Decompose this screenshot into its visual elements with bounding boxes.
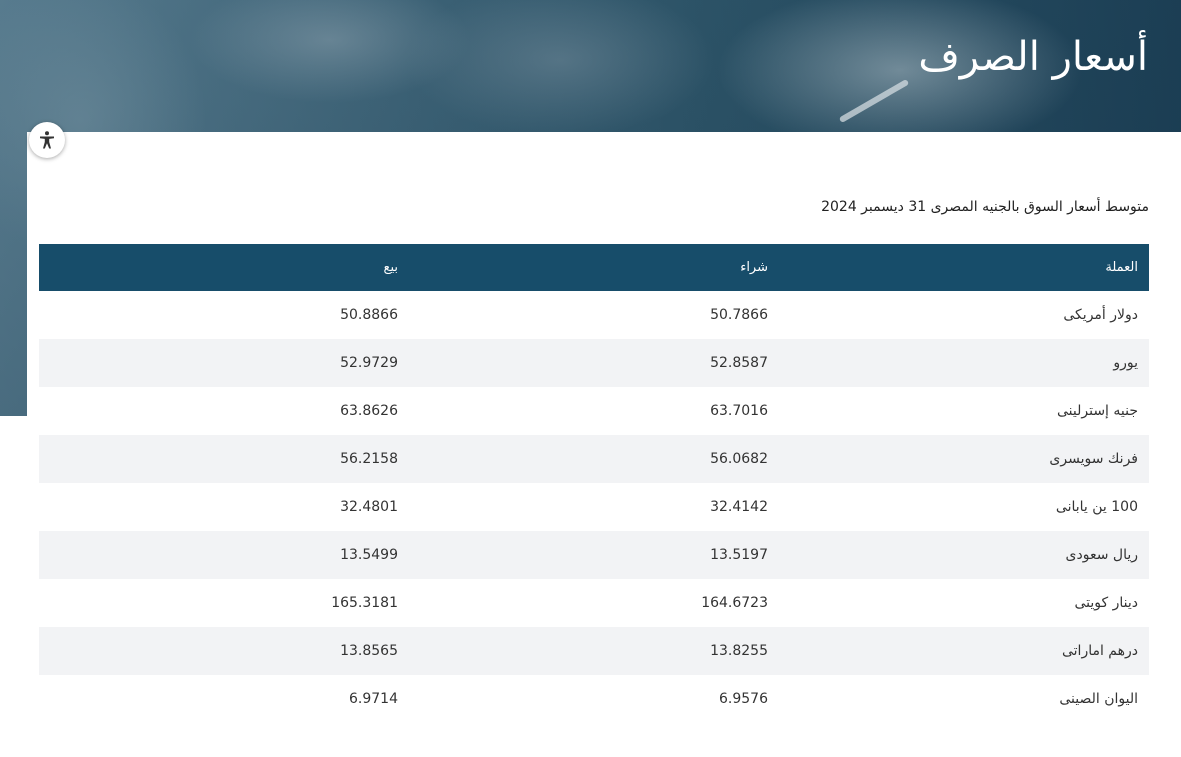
buy-rate: 56.0682 (409, 435, 779, 483)
exchange-rates-table: العملة شراء بيع دولار أمريكى 50.7866 50.… (39, 244, 1149, 723)
sell-rate: 32.4801 (340, 499, 398, 515)
currency-name: جنيه إسترلينى (1056, 403, 1138, 419)
table-row: درهم اماراتى 13.8255 13.8565 (39, 627, 1149, 675)
table-row: ريال سعودى 13.5197 13.5499 (39, 531, 1149, 579)
currency-name: ريال سعودى (779, 531, 1149, 579)
table-row: فرنك سويسرى 56.0682 56.2158 (39, 435, 1149, 483)
buy-rate: 164.6723 (701, 595, 768, 611)
sell-rate: 6.9714 (349, 691, 398, 707)
sell-rate: 52.9729 (39, 339, 409, 387)
sell-rate: 63.8626 (340, 403, 398, 419)
page-title: أسعار الصرف (918, 34, 1148, 80)
currency-name: يورو (779, 339, 1149, 387)
buy-rate: 6.9576 (719, 691, 768, 707)
accessibility-icon (40, 131, 54, 149)
buy-rate: 13.5197 (409, 531, 779, 579)
buy-rate: 63.7016 (710, 403, 768, 419)
currency-name: 100 ين يابانى (1055, 499, 1138, 515)
column-header-sell: بيع (39, 244, 409, 291)
buy-rate: 32.4142 (710, 499, 768, 515)
column-header-currency: العملة (779, 244, 1149, 291)
currency-name: اليوان الصينى (1059, 691, 1138, 707)
accessibility-button[interactable] (29, 122, 65, 158)
table-row: اليوان الصينى 6.9576 6.9714 (39, 675, 1149, 723)
column-header-buy: شراء (409, 244, 779, 291)
sell-rate: 165.3181 (331, 595, 398, 611)
table-row: دينار كويتى 164.6723 165.3181 (39, 579, 1149, 627)
table-row: 100 ين يابانى 32.4142 32.4801 (39, 483, 1149, 531)
hero-image-detail (838, 78, 910, 124)
buy-rate: 13.8255 (409, 627, 779, 675)
sell-rate: 13.8565 (39, 627, 409, 675)
currency-name: درهم اماراتى (779, 627, 1149, 675)
sell-rate: 50.8866 (340, 307, 398, 323)
currency-name: فرنك سويسرى (779, 435, 1149, 483)
sell-rate: 13.5499 (39, 531, 409, 579)
sell-rate: 56.2158 (39, 435, 409, 483)
buy-rate: 52.8587 (409, 339, 779, 387)
buy-rate: 50.7866 (710, 307, 768, 323)
table-header-row: العملة شراء بيع (39, 244, 1149, 291)
rates-subtitle: متوسط أسعار السوق بالجنيه المصرى 31 ديسم… (821, 199, 1149, 215)
currency-name: دينار كويتى (1074, 595, 1138, 611)
table-row: يورو 52.8587 52.9729 (39, 339, 1149, 387)
currency-name: دولار أمريكى (1063, 307, 1138, 323)
table-row: جنيه إسترلينى 63.7016 63.8626 (39, 387, 1149, 435)
table-row: دولار أمريكى 50.7866 50.8866 (39, 291, 1149, 339)
